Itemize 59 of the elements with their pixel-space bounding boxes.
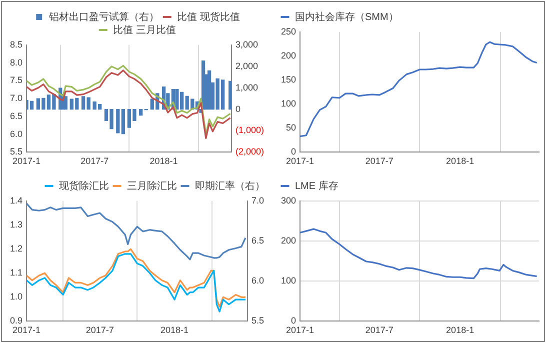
bar: [64, 96, 68, 110]
x-tick-label: 2018-1: [446, 325, 474, 336]
y2-tick-label: 0: [235, 104, 240, 114]
legend-label: 三月除汇比: [127, 180, 177, 192]
y-tick-label: 100: [280, 98, 296, 109]
y-tick-label: 7.5: [10, 75, 23, 86]
bar: [30, 100, 34, 110]
y2-tick-label: 6.5: [251, 236, 264, 246]
y-tick-label: 1.4: [10, 195, 23, 206]
y-tick-label: 250: [280, 26, 296, 36]
x-tick-label: 2017-1: [286, 325, 314, 336]
x-tick-label: 2018-1: [160, 325, 189, 336]
x-tick-label: 2018-1: [150, 156, 178, 166]
y-tick-label: 8.5: [10, 39, 23, 50]
y-tick-label: 0: [291, 146, 296, 157]
x-tick-label: 2017-1: [12, 156, 41, 166]
x-tick-label: 2017-1: [12, 325, 41, 336]
legend-label: 即期汇率（右）: [195, 180, 265, 192]
bar: [139, 108, 143, 116]
y-tick-label: 50: [286, 122, 296, 133]
legend-label: 铝材出口盈亏试算（右）: [48, 10, 160, 23]
y-tick-label: 5.5: [10, 146, 23, 157]
x-tick-label: 2017-7: [365, 325, 394, 336]
y2-tick-label: 1,000: [235, 82, 258, 92]
x-tick-label: 2017-1: [286, 156, 314, 166]
y2-tick-label: 5.5: [251, 316, 264, 326]
y-tick-label: 8.0: [10, 57, 23, 68]
y-tick-label: 150: [280, 74, 296, 85]
y-tick-label: 100: [280, 276, 296, 286]
bar: [121, 108, 125, 134]
legend-label: 比值 现货比值: [177, 10, 240, 23]
y2-tick-label: 3,000: [235, 39, 258, 50]
y-tick-label: 6.5: [10, 110, 23, 121]
y2-tick-label: 2,000: [235, 60, 258, 71]
y2-tick-label: (2,000): [235, 146, 264, 157]
y-tick-label: 300: [280, 195, 296, 206]
x-tick-label: 2017-7: [365, 156, 394, 166]
y-tick-label: 200: [280, 50, 296, 61]
y-tick-label: 1.3: [10, 220, 23, 230]
y-tick-label: 0: [291, 316, 296, 326]
bar: [207, 70, 212, 110]
y-tick-label: 0.9: [10, 316, 23, 326]
legend-label: LME 库存: [295, 180, 338, 192]
y-tick-label: 1.2: [10, 244, 23, 254]
y2-tick-label: 6.0: [251, 276, 264, 286]
x-tick-label: 2017-7: [80, 156, 109, 166]
legend-label: 现货除汇比: [59, 180, 109, 192]
y-tick-label: 6.0: [10, 128, 23, 139]
y2-tick-label: 7.0: [251, 195, 264, 206]
y-tick-label: 200: [280, 236, 296, 246]
y-tick-label: 1.1: [10, 268, 23, 278]
y-tick-label: 7.0: [10, 93, 23, 104]
x-tick-label: 2018-1: [446, 156, 474, 166]
x-tick-label: 2017-7: [86, 325, 114, 336]
bar: [116, 108, 120, 134]
legend-label: 比值 三月比值: [113, 24, 176, 36]
legend-label: 国内社会库存（SMM）: [295, 10, 398, 23]
y2-tick-label: (1,000): [235, 125, 264, 136]
y-tick-label: 1.0: [10, 292, 23, 302]
